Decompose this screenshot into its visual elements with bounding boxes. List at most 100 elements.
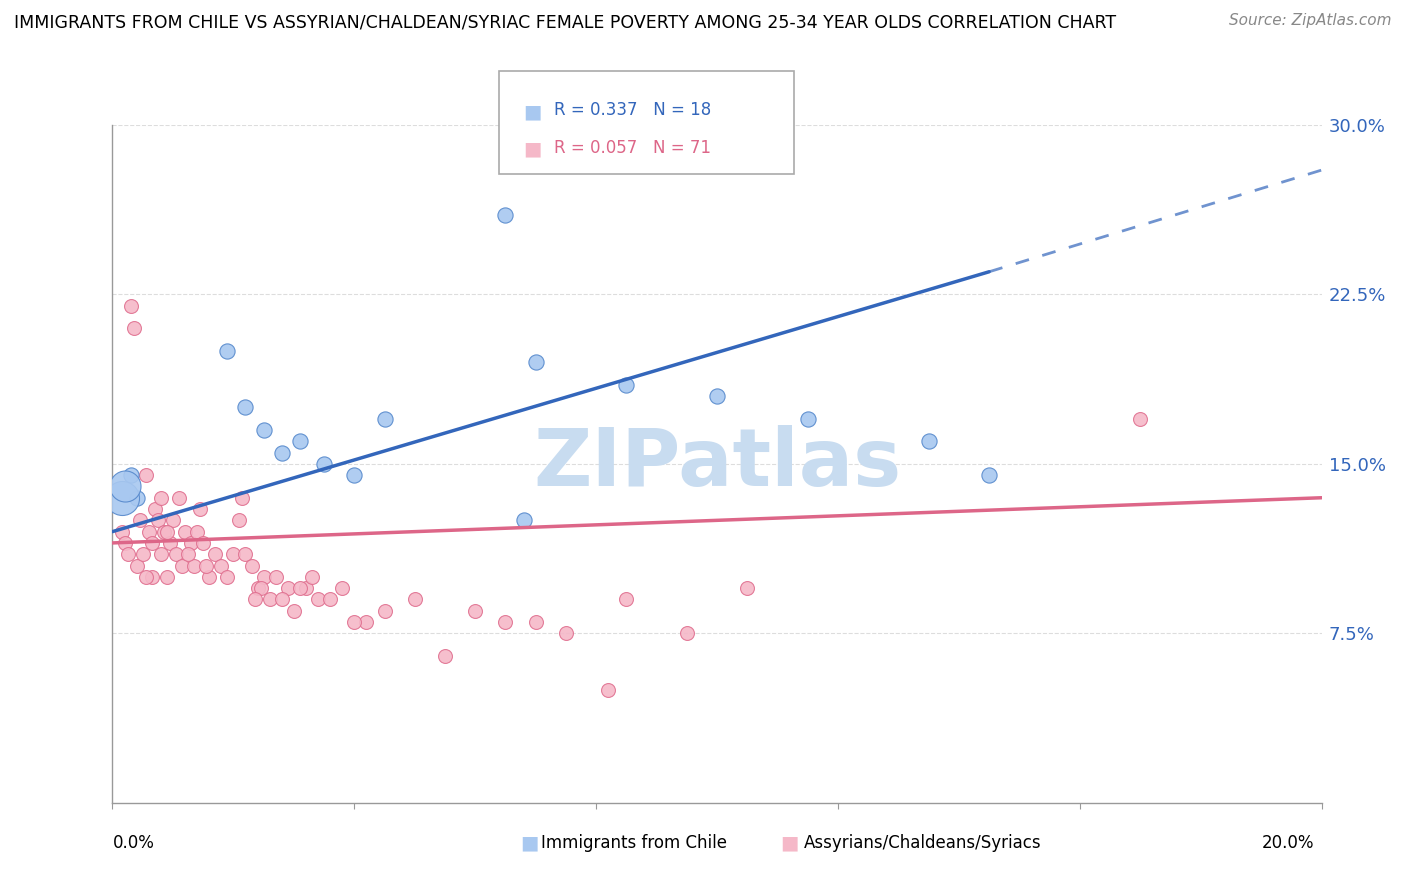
Point <box>524 355 547 369</box>
Point <box>217 343 239 358</box>
Point <box>132 547 155 561</box>
Text: ■: ■ <box>523 103 541 121</box>
Point <box>128 513 150 527</box>
Point <box>737 581 759 595</box>
Point <box>240 558 263 573</box>
Point <box>120 468 142 483</box>
Point <box>125 491 148 505</box>
Point <box>209 558 232 573</box>
Point <box>979 468 1001 483</box>
Text: ■: ■ <box>523 140 541 159</box>
Point <box>156 570 179 584</box>
Point <box>149 491 172 505</box>
Point <box>141 536 163 550</box>
Point <box>259 592 281 607</box>
Point <box>114 479 136 493</box>
Text: IMMIGRANTS FROM CHILE VS ASSYRIAN/CHALDEAN/SYRIAC FEMALE POVERTY AMONG 25-34 YEA: IMMIGRANTS FROM CHILE VS ASSYRIAN/CHALDE… <box>14 13 1116 31</box>
Point <box>249 581 271 595</box>
Point <box>143 502 166 516</box>
Point <box>374 411 396 425</box>
Point <box>319 592 342 607</box>
Text: R = 0.057   N = 71: R = 0.057 N = 71 <box>554 139 711 157</box>
Text: ZIPatlas: ZIPatlas <box>533 425 901 503</box>
Point <box>524 615 547 629</box>
Point <box>495 615 517 629</box>
Point <box>165 547 187 561</box>
Point <box>228 513 250 527</box>
Point <box>374 604 396 618</box>
Point <box>343 615 366 629</box>
Point <box>235 547 257 561</box>
Point <box>141 570 163 584</box>
Point <box>222 547 245 561</box>
Point <box>156 524 179 539</box>
Point <box>307 592 329 607</box>
Point <box>330 581 353 595</box>
Point <box>404 592 426 607</box>
Point <box>253 570 276 584</box>
Point <box>676 626 699 640</box>
Point <box>706 389 728 403</box>
Point <box>264 570 287 584</box>
Point <box>270 445 292 459</box>
Point <box>167 491 190 505</box>
Point <box>277 581 299 595</box>
Point <box>170 558 193 573</box>
Point <box>295 581 318 595</box>
Point <box>246 581 269 595</box>
Point <box>288 434 311 449</box>
Point <box>174 524 197 539</box>
Point <box>235 401 257 415</box>
Point <box>495 208 517 222</box>
Text: Immigrants from Chile: Immigrants from Chile <box>541 834 727 852</box>
Point <box>191 536 215 550</box>
Text: 0.0%: 0.0% <box>112 834 155 852</box>
Point <box>598 682 620 697</box>
Point <box>464 604 486 618</box>
Point <box>146 513 169 527</box>
Point <box>162 513 184 527</box>
Point <box>356 615 378 629</box>
Point <box>183 558 205 573</box>
Point <box>204 547 226 561</box>
Point <box>283 604 305 618</box>
Point <box>110 491 132 505</box>
Point <box>198 570 221 584</box>
Point <box>343 468 366 483</box>
Text: 20.0%: 20.0% <box>1263 834 1315 852</box>
Point <box>114 536 136 550</box>
Point <box>110 524 132 539</box>
Point <box>616 592 638 607</box>
Point <box>288 581 311 595</box>
Text: ■: ■ <box>780 833 799 853</box>
Point <box>180 536 202 550</box>
Text: Source: ZipAtlas.com: Source: ZipAtlas.com <box>1229 13 1392 29</box>
Point <box>270 592 292 607</box>
Point <box>153 524 176 539</box>
Point <box>125 558 148 573</box>
Point <box>554 626 576 640</box>
Point <box>186 524 208 539</box>
Point <box>512 513 534 527</box>
Point <box>253 423 276 437</box>
Point <box>120 299 142 313</box>
Point <box>301 570 323 584</box>
Point <box>117 547 139 561</box>
Point <box>135 468 157 483</box>
Point <box>122 321 145 335</box>
Point <box>177 547 200 561</box>
Point <box>434 648 457 663</box>
Point <box>918 434 941 449</box>
Point <box>243 592 266 607</box>
Point <box>217 570 239 584</box>
Text: ■: ■ <box>520 833 538 853</box>
Point <box>195 558 218 573</box>
Point <box>135 570 157 584</box>
Text: Assyrians/Chaldeans/Syriacs: Assyrians/Chaldeans/Syriacs <box>804 834 1042 852</box>
Point <box>314 457 336 471</box>
Point <box>796 411 818 425</box>
Point <box>231 491 253 505</box>
Text: R = 0.337   N = 18: R = 0.337 N = 18 <box>554 101 711 119</box>
Point <box>188 502 211 516</box>
Point <box>149 547 172 561</box>
